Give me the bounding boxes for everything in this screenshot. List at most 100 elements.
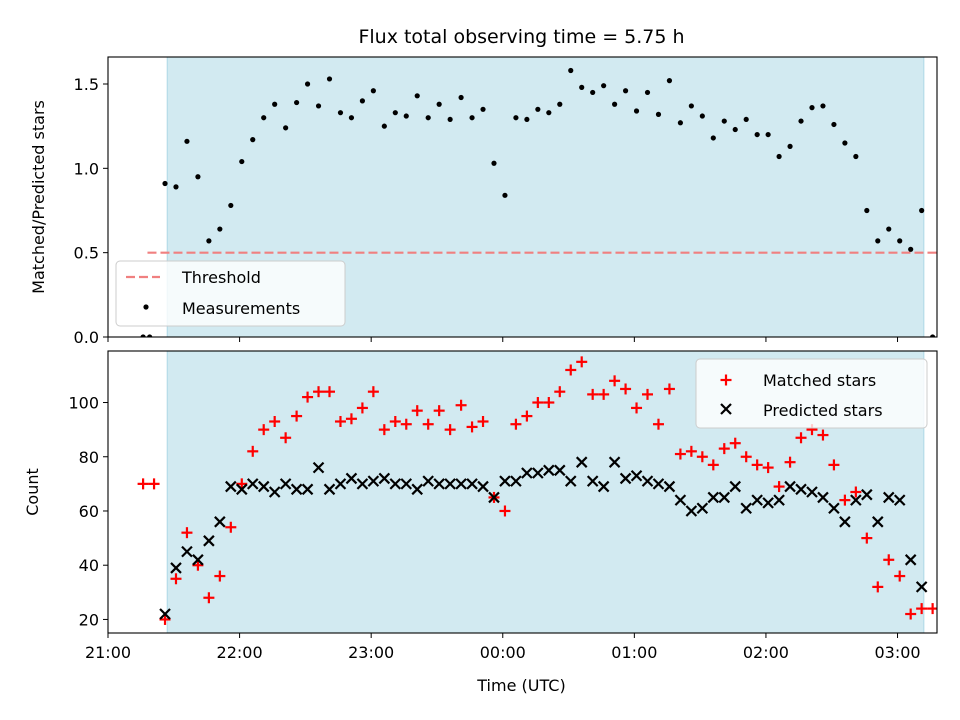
predicted-point — [268, 486, 281, 498]
measurement-point — [655, 111, 662, 117]
predicted-point — [203, 535, 215, 547]
predicted-point-b — [608, 456, 621, 468]
matched-point — [916, 603, 928, 615]
matched-point — [817, 429, 829, 441]
matched-point — [850, 486, 862, 498]
figure-title: Flux total observing time = 5.75 h — [358, 26, 684, 48]
predicted-point-b — [532, 467, 544, 479]
bottom-axes-frame — [107, 350, 938, 634]
matched-point — [861, 532, 873, 544]
measurement-point — [381, 123, 387, 129]
predicted-point — [499, 475, 511, 487]
measurement-point — [853, 153, 859, 160]
predicted-point-b — [367, 475, 380, 487]
top-panel: 0.0 0.5 1.0 1.5 Matched/Predicted stars Thres… — [29, 56, 938, 347]
measurement-point — [787, 143, 793, 149]
matched-point — [367, 386, 379, 398]
measurement-point — [513, 115, 519, 121]
matched-point — [356, 402, 368, 414]
matched-point — [225, 521, 237, 533]
predicted-point-b — [356, 478, 369, 490]
legend-predicted-swatch — [720, 403, 732, 415]
top-axes-frame — [107, 56, 938, 338]
predicted-point-b — [861, 488, 873, 501]
predicted-point — [170, 562, 182, 574]
measurement-point — [206, 238, 212, 244]
legend-matched-swatch — [720, 374, 732, 386]
predicted-point-b — [641, 475, 654, 487]
predicted-point-b — [323, 483, 336, 496]
matched-point — [433, 405, 445, 417]
matched-point — [203, 592, 215, 604]
measurement-point — [765, 131, 771, 138]
measurement-point — [622, 88, 629, 94]
predicted-point-b — [751, 494, 763, 506]
predicted-point-b — [882, 491, 895, 504]
matched-point — [927, 603, 937, 615]
measurement-point — [710, 135, 716, 141]
measurement-point — [809, 105, 815, 111]
measurement-point — [502, 192, 508, 198]
predicted-point-b — [839, 516, 851, 528]
predicted-point — [367, 475, 380, 487]
matched-point — [543, 397, 555, 409]
bottom-x-tick-label: 22:00 — [217, 643, 263, 662]
bottom-legend-box — [695, 358, 928, 429]
matched-point — [192, 559, 204, 571]
matched-point — [872, 581, 884, 593]
measurement-point — [875, 238, 881, 244]
predicted-point — [608, 456, 621, 468]
measurement-point — [250, 137, 256, 143]
measurement-point — [579, 84, 585, 90]
matched-point — [499, 505, 511, 517]
measurement-point — [897, 238, 903, 244]
predicted-point-b — [685, 505, 698, 517]
matched-point — [324, 386, 336, 398]
predicted-point-b — [192, 554, 204, 566]
predicted-point-b — [236, 483, 248, 496]
predicted-point-b — [543, 464, 555, 477]
predicted-point — [839, 516, 851, 528]
predicted-point-b — [257, 480, 270, 493]
predicted-point — [466, 478, 478, 490]
predicted-point — [597, 480, 610, 493]
predicted-point-b — [729, 480, 742, 493]
matched-point — [828, 459, 840, 471]
legend-measurements-label: Measurements — [182, 299, 300, 318]
predicted-point-b — [696, 502, 709, 515]
predicted-point — [641, 475, 654, 487]
measurement-point — [359, 98, 366, 104]
matched-point — [773, 481, 785, 493]
measurement-point — [184, 138, 190, 144]
matched-point — [400, 418, 412, 430]
predicted-point-b — [630, 469, 643, 482]
matched-point — [302, 391, 314, 403]
predicted-point-b — [740, 502, 752, 515]
predicted-point — [488, 491, 500, 504]
predicted-point — [586, 475, 599, 487]
matched-point — [718, 443, 730, 455]
matched-point — [685, 445, 697, 457]
predicted-point-b — [762, 497, 774, 509]
matched-point — [214, 570, 226, 582]
measurement-point — [272, 101, 278, 107]
predicted-point-b — [663, 480, 676, 493]
predicted-point-b — [795, 483, 807, 496]
matched-point — [532, 397, 544, 409]
predicted-point-b — [784, 480, 796, 493]
matched-point — [258, 424, 270, 436]
predicted-point-b — [290, 483, 303, 496]
predicted-point — [521, 467, 533, 479]
predicted-point — [828, 502, 840, 515]
top-y-tick-label: 1.0 — [74, 159, 99, 178]
predicted-point — [718, 491, 731, 504]
predicted-point-b — [225, 480, 237, 493]
predicted-point-b — [586, 475, 599, 487]
measurement-point — [721, 118, 727, 124]
bottom-x-tick-label: 00:00 — [480, 643, 526, 662]
predicted-point-b — [499, 475, 511, 487]
bottom-x-tick-label: 23:00 — [348, 643, 394, 662]
matched-point — [236, 478, 248, 490]
predicted-point — [477, 480, 489, 493]
